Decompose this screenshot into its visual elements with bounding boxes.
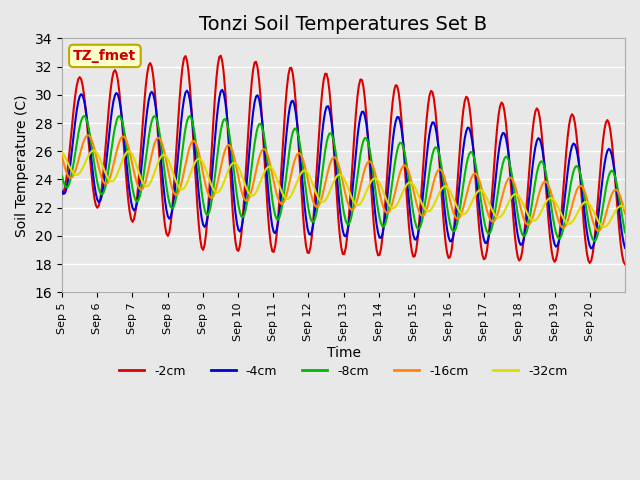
-4cm [621, 245, 629, 251]
-32cm [349, 198, 357, 204]
-2cm [621, 261, 629, 267]
-32cm [77, 168, 85, 174]
-16cm [84, 132, 92, 138]
-16cm [620, 205, 627, 211]
-8cm [58, 173, 66, 179]
-4cm [461, 135, 468, 141]
-16cm [97, 170, 104, 176]
-16cm [58, 154, 66, 160]
Line: -32cm: -32cm [62, 151, 625, 227]
-4cm [58, 189, 66, 194]
-4cm [588, 245, 595, 251]
-8cm [77, 118, 85, 124]
Y-axis label: Soil Temperature (C): Soil Temperature (C) [15, 94, 29, 237]
-8cm [80, 113, 88, 119]
-8cm [621, 229, 629, 235]
-2cm [95, 203, 102, 209]
-8cm [97, 190, 104, 196]
-16cm [349, 206, 357, 212]
-2cm [217, 53, 225, 59]
-16cm [461, 199, 468, 205]
-2cm [618, 252, 626, 257]
-32cm [58, 149, 66, 155]
-32cm [89, 148, 97, 154]
-2cm [545, 218, 552, 224]
-32cm [545, 196, 552, 202]
-16cm [545, 182, 552, 188]
-2cm [349, 152, 357, 157]
-16cm [621, 211, 629, 216]
-8cm [545, 186, 552, 192]
-4cm [77, 91, 85, 97]
Text: TZ_fmet: TZ_fmet [74, 49, 136, 63]
-4cm [620, 240, 627, 245]
-2cm [58, 191, 66, 196]
-32cm [621, 205, 629, 211]
Line: -2cm: -2cm [62, 56, 625, 264]
-8cm [349, 205, 357, 211]
-16cm [595, 228, 602, 234]
-4cm [349, 181, 357, 187]
-8cm [620, 222, 627, 228]
Line: -16cm: -16cm [62, 135, 625, 231]
-8cm [461, 172, 468, 178]
-32cm [97, 156, 104, 162]
-2cm [77, 76, 85, 82]
-32cm [620, 204, 627, 210]
-4cm [545, 200, 552, 206]
-16cm [77, 147, 85, 153]
Line: -4cm: -4cm [62, 90, 625, 248]
X-axis label: Time: Time [326, 346, 360, 360]
-2cm [461, 98, 468, 104]
-4cm [218, 87, 226, 93]
-4cm [95, 199, 102, 205]
-8cm [590, 238, 598, 244]
-32cm [600, 224, 608, 230]
Title: Tonzi Soil Temperatures Set B: Tonzi Soil Temperatures Set B [200, 15, 488, 34]
Legend: -2cm, -4cm, -8cm, -16cm, -32cm: -2cm, -4cm, -8cm, -16cm, -32cm [115, 360, 573, 383]
Line: -8cm: -8cm [62, 116, 625, 241]
-32cm [461, 211, 468, 217]
